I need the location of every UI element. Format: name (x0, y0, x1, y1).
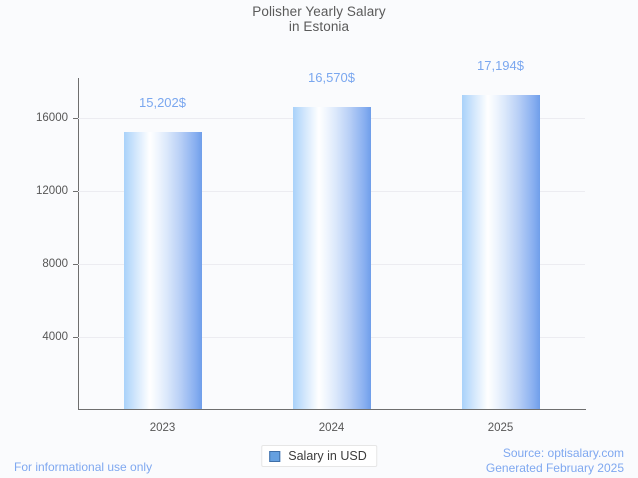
bar-value-label: 17,194$ (477, 58, 524, 74)
x-tick-label: 2023 (149, 422, 176, 434)
y-axis-line (78, 78, 79, 410)
bar-value-label: 15,202$ (139, 94, 186, 110)
legend-swatch-icon (269, 450, 281, 462)
y-tick-label: 8000 (42, 258, 68, 271)
bar-2025[interactable] (461, 95, 540, 409)
y-tick-label: 12000 (36, 185, 68, 198)
legend-item-label: Salary in USD (288, 449, 367, 463)
chart-title: Polisher Yearly Salary in Estonia (0, 4, 638, 34)
y-tick-label: 16000 (36, 112, 68, 125)
generated-text: Generated February 2025 (485, 461, 624, 475)
y-tick-mark (73, 191, 78, 193)
source-text: Source: optisalary.com (502, 446, 624, 460)
y-tick-mark (73, 264, 78, 266)
y-tick-mark (73, 337, 78, 339)
bar-2024[interactable] (292, 106, 371, 409)
x-tick-label: 2025 (487, 422, 514, 434)
chart-legend[interactable]: Salary in USD (261, 445, 377, 467)
bar-2023[interactable] (123, 131, 202, 409)
bar-value-label: 16,570$ (308, 69, 355, 85)
x-tick-label: 2024 (318, 422, 345, 434)
y-tick-label: 4000 (42, 331, 68, 344)
x-axis-line (78, 409, 586, 410)
disclaimer-text: For informational use only (14, 460, 153, 474)
plot-area: 4000 8000 12000 16000 2023 2024 2025 15,202$ 1… (36, 58, 586, 434)
source-block: Source: optisalary.com Generated Februar… (486, 446, 624, 476)
chart-subtitle: in Estonia (288, 19, 350, 34)
chart-title-line1: Polisher Yearly Salary (252, 4, 386, 19)
y-tick-mark (73, 118, 78, 120)
